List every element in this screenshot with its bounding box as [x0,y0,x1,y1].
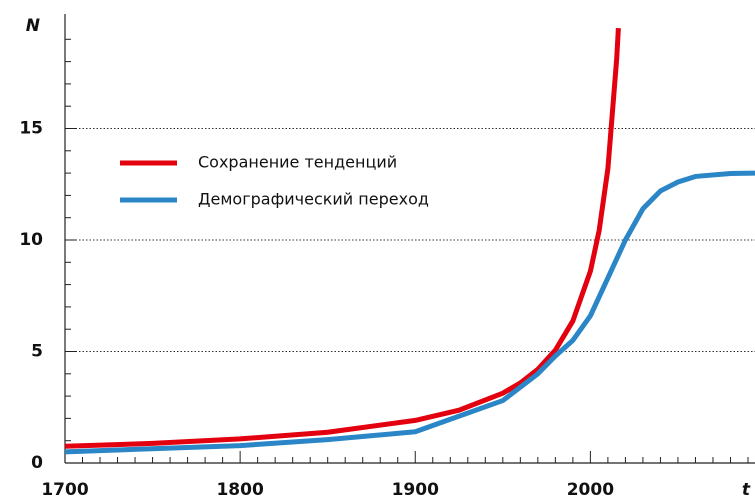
x-axis-label: t [742,480,751,500]
y-tick-label: 5 [31,342,43,362]
y-axis-label: N [26,16,40,36]
legend-label: Демографический переход [198,190,429,209]
series-line [65,28,621,449]
x-tick-label: 1800 [216,480,263,500]
y-tick-label: 10 [19,230,43,250]
y-tick-label: 15 [19,119,43,139]
x-tick-label: 1700 [41,480,88,500]
x-tick-label: 1900 [392,480,439,500]
x-tick-label: 2000 [567,480,614,500]
series-line [65,170,755,455]
y-tick-label: 0 [31,453,43,473]
legend-label: Сохранение тенденций [198,153,397,172]
